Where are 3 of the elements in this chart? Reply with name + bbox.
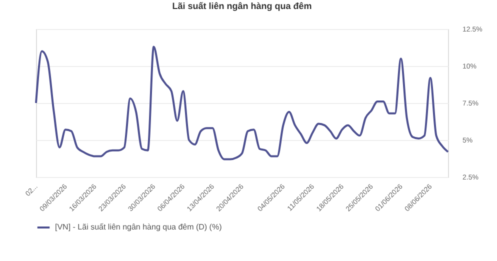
- chart-title: Lãi suất liên ngân hàng qua đêm: [172, 1, 312, 11]
- line-series: [35, 46, 449, 160]
- legend-label: [VN] - Lãi suất liên ngân hàng qua đêm (D) (%): [55, 222, 222, 232]
